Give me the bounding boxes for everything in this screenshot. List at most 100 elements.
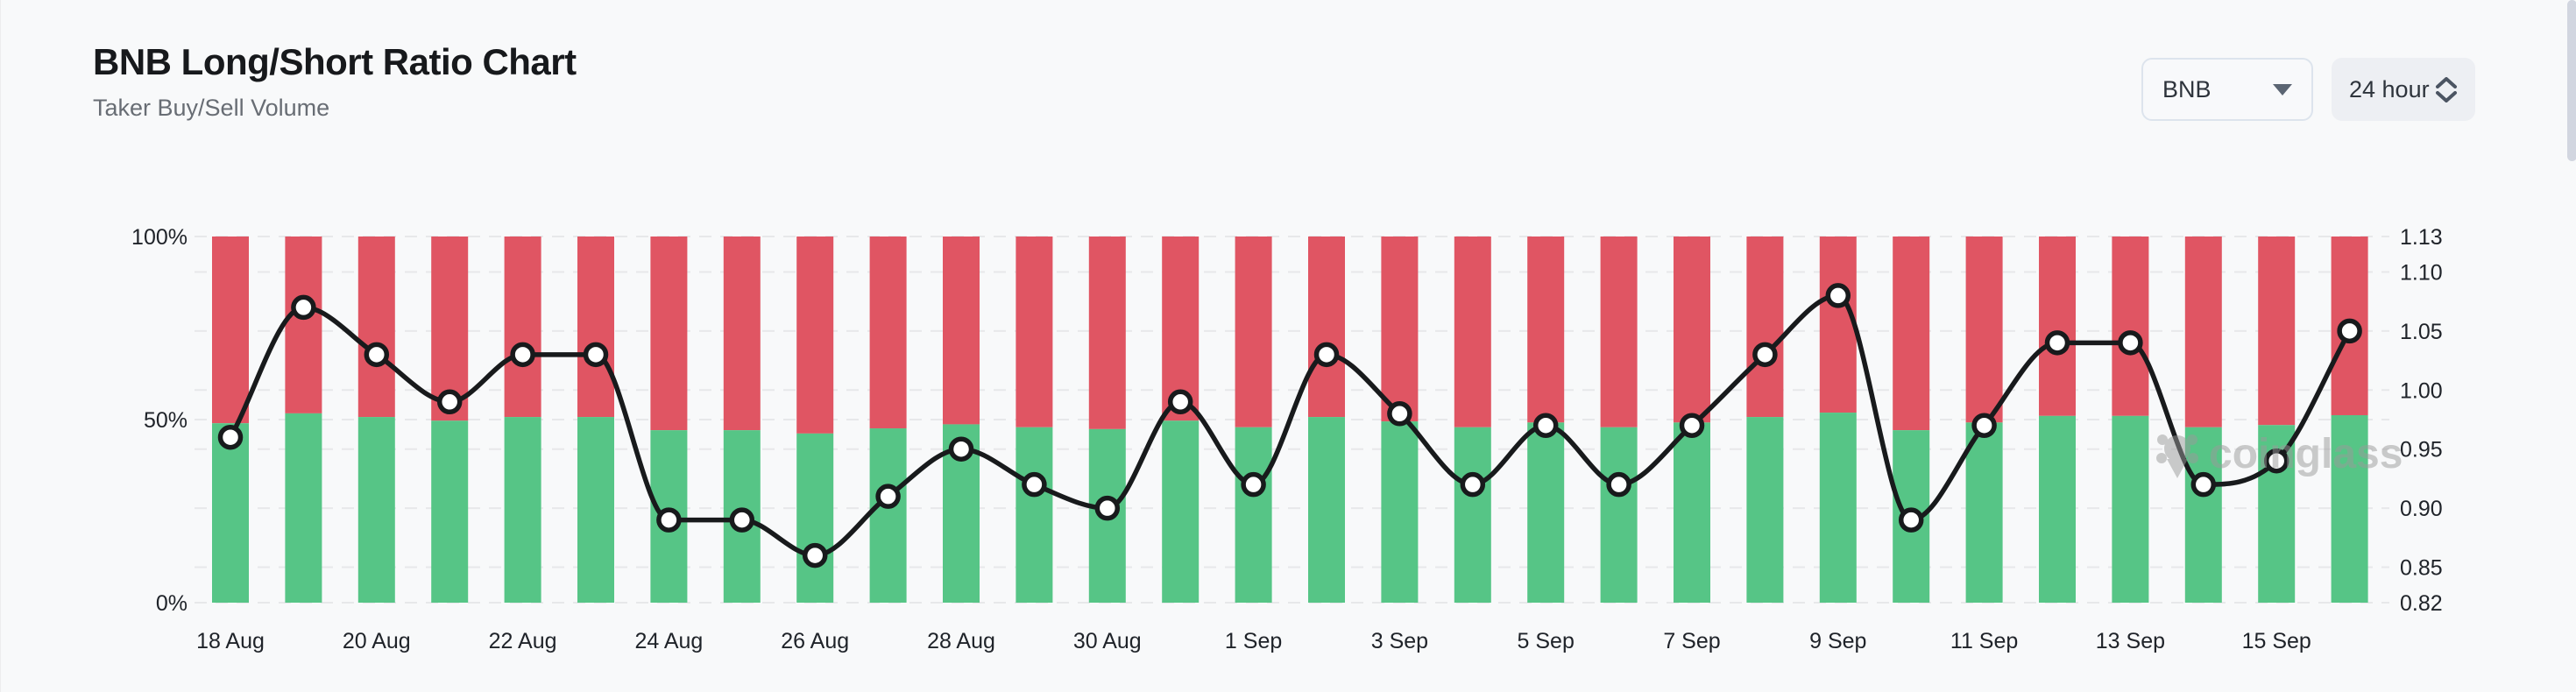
bar-sell-segment[interactable] [1381,237,1419,422]
up-down-chevrons-icon [2435,76,2458,102]
bar-buy-segment[interactable] [504,417,541,603]
bar-buy-segment[interactable] [1454,427,1491,603]
ratio-marker[interactable] [2337,318,2362,344]
page-title: BNB Long/Short Ratio Chart [93,41,577,82]
bar-sell-segment[interactable] [796,237,834,434]
ratio-marker[interactable] [875,484,901,509]
bar-buy-segment[interactable] [1746,417,1784,603]
bar-sell-segment[interactable] [212,237,249,424]
ratio-marker[interactable] [436,389,463,415]
header: BNB Long/Short Ratio Chart Taker Buy/Sel… [93,41,577,122]
bar-sell-segment[interactable] [577,237,614,418]
x-axis-tick-label: 15 Sep [2242,629,2311,653]
bar-sell-segment[interactable] [1308,237,1345,418]
bar-sell-segment[interactable] [1600,237,1638,427]
interval-dropdown[interactable]: 24 hour [2332,58,2475,121]
bar-buy-segment[interactable] [1600,427,1638,603]
bar-sell-segment[interactable] [1819,237,1857,413]
bar-buy-segment[interactable] [2039,415,2076,603]
ratio-marker[interactable] [2190,471,2217,498]
bar-buy-segment[interactable] [1235,427,1272,603]
x-axis-tick-label: 7 Sep [1663,629,1720,653]
ratio-marker[interactable] [1241,471,1266,498]
bar-sell-segment[interactable] [1235,237,1272,427]
x-axis-tick-label: 13 Sep [2096,629,2165,653]
ratio-marker[interactable] [1679,413,1705,438]
bar-buy-segment[interactable] [2112,415,2149,603]
bar-buy-segment[interactable] [796,433,834,603]
ratio-marker[interactable] [1094,495,1121,521]
bar-buy-segment[interactable] [1965,422,2003,603]
ratio-marker[interactable] [2263,448,2289,474]
chart-controls: BNB 24 hour [2141,58,2475,121]
bar-sell-segment[interactable] [869,237,907,429]
ratio-marker[interactable] [364,342,390,368]
bar-buy-segment[interactable] [869,428,907,603]
ratio-marker[interactable] [583,342,609,368]
ratio-marker[interactable] [1898,507,1924,533]
ratio-marker[interactable] [1532,413,1559,438]
bar-sell-segment[interactable] [357,237,395,418]
bar-sell-segment[interactable] [1893,237,1930,431]
x-axis-tick-label: 26 Aug [781,629,849,653]
bar-buy-segment[interactable] [2184,427,2222,603]
ratio-marker[interactable] [2044,330,2070,356]
ratio-marker[interactable] [729,507,755,533]
bar-sell-segment[interactable] [504,237,541,418]
bar-buy-segment[interactable] [1674,422,1710,603]
bar-sell-segment[interactable] [2112,237,2149,416]
right-axis-tick-label: 1.10 [2400,260,2443,285]
ratio-marker[interactable] [2118,330,2143,356]
bar-sell-segment[interactable] [285,237,322,413]
ratio-marker[interactable] [656,507,682,533]
bar-buy-segment[interactable] [212,423,249,603]
bar-sell-segment[interactable] [1454,237,1491,427]
bar-buy-segment[interactable] [1162,420,1200,603]
bar-sell-segment[interactable] [1674,237,1710,423]
ratio-marker[interactable] [1606,471,1631,498]
ratio-marker[interactable] [1387,401,1412,427]
ratio-marker[interactable] [1825,283,1851,308]
bar-buy-segment[interactable] [1308,417,1345,603]
bar-buy-segment[interactable] [2331,414,2368,603]
symbol-dropdown[interactable]: BNB [2141,58,2313,121]
bar-sell-segment[interactable] [1016,237,1053,427]
bar-sell-segment[interactable] [1527,237,1565,423]
bar-buy-segment[interactable] [431,420,469,603]
ratio-marker[interactable] [291,294,316,321]
right-axis-tick-label: 0.85 [2400,556,2443,581]
ratio-marker[interactable] [1167,389,1193,415]
right-axis-tick-label: 0.90 [2400,497,2443,521]
bar-sell-segment[interactable] [650,237,688,431]
bar-buy-segment[interactable] [1016,427,1053,603]
ratio-marker[interactable] [510,342,535,368]
bar-sell-segment[interactable] [2184,237,2222,427]
right-axis-tick-label: 1.00 [2400,378,2443,403]
page-subtitle: Taker Buy/Sell Volume [93,95,330,122]
bar-sell-segment[interactable] [1965,237,2003,423]
bar-sell-segment[interactable] [723,237,761,431]
bar-sell-segment[interactable] [943,237,980,425]
bar-buy-segment[interactable] [285,413,322,603]
ratio-marker[interactable] [802,542,828,568]
bar-buy-segment[interactable] [357,417,395,603]
bar-buy-segment[interactable] [1381,421,1419,603]
bar-sell-segment[interactable] [2258,237,2296,426]
ratio-marker[interactable] [217,424,244,450]
scrollbar-thumb[interactable] [2567,0,2576,161]
ratio-marker[interactable] [1460,471,1486,498]
bar-buy-segment[interactable] [1819,413,1857,603]
x-axis-tick-label: 30 Aug [1073,629,1142,653]
bar-sell-segment[interactable] [2039,237,2076,416]
bar-buy-segment[interactable] [577,417,614,603]
ratio-marker[interactable] [1313,342,1340,368]
bar-sell-segment[interactable] [1088,237,1126,429]
bar-buy-segment[interactable] [1527,422,1565,603]
x-axis-tick-label: 3 Sep [1371,629,1428,653]
ratio-marker[interactable] [1022,471,1047,498]
ratio-marker[interactable] [1971,413,1997,438]
ratio-marker[interactable] [1752,342,1778,368]
bar-sell-segment[interactable] [1746,237,1784,418]
ratio-marker[interactable] [948,436,974,462]
